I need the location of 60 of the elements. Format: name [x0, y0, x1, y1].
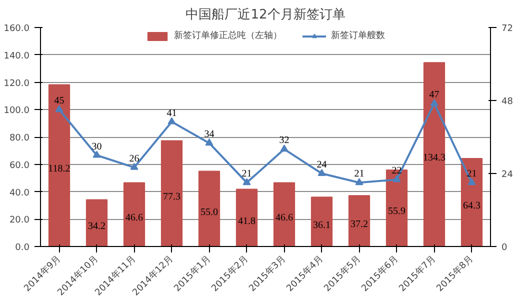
data-label: 26	[129, 153, 140, 164]
data-label: 37.2	[350, 219, 368, 230]
point	[430, 99, 438, 106]
data-label: 118.2	[48, 164, 70, 175]
data-label: 46.6	[276, 212, 293, 224]
y-tick-label: 40.0	[9, 188, 30, 198]
y-tick-label: 20.0	[9, 216, 30, 226]
data-label: 21	[242, 168, 252, 180]
data-label: 55.9	[388, 206, 406, 218]
data-label: 32	[279, 135, 290, 146]
data-label: 36.1	[313, 220, 330, 231]
bar	[198, 170, 220, 246]
y-tick-label: 80.0	[9, 134, 30, 144]
point	[205, 138, 214, 146]
y-tick-label: 100.0	[4, 106, 30, 116]
y2-tick-label: 24	[502, 170, 514, 180]
chart-title: 中国船厂近12个月新签订单	[186, 8, 346, 22]
data-label: 34	[204, 129, 214, 140]
y2-tick-label: 48	[502, 97, 514, 107]
data-label: 21	[354, 168, 364, 180]
point	[130, 162, 138, 170]
point	[318, 168, 326, 176]
point	[468, 178, 476, 186]
y-tick-label: 120.0	[4, 78, 30, 89]
y-tick-label: 60.0	[9, 160, 30, 171]
data-label: 41.8	[238, 216, 256, 227]
data-label: 55.0	[200, 206, 218, 218]
y-tick-label: 0.0	[15, 243, 30, 253]
point	[92, 150, 101, 158]
point	[242, 178, 251, 186]
data-label: 24	[316, 160, 327, 170]
data-label: 47	[429, 90, 440, 101]
bar	[423, 62, 446, 246]
data-label: 46.6	[126, 212, 143, 224]
bar	[273, 182, 296, 246]
y-tick-label: 160.0	[4, 24, 30, 34]
point	[392, 175, 401, 182]
data-label: 77.3	[163, 192, 180, 203]
data-label: 45	[54, 96, 64, 107]
data-label: 64.3	[463, 200, 480, 212]
bar	[310, 196, 333, 246]
bar	[236, 188, 258, 246]
y2-tick-label: 72	[502, 24, 513, 34]
y2-tick-label: 0	[502, 243, 508, 253]
data-label: 30	[92, 141, 102, 152]
legend-label: 新签订单艘数	[331, 30, 385, 42]
point	[280, 144, 288, 152]
data-label: 41	[166, 108, 177, 119]
point	[355, 178, 364, 186]
bar	[348, 195, 370, 246]
y-tick-label: 140.0	[4, 51, 30, 62]
bar	[48, 84, 70, 246]
data-label: 34.2	[88, 221, 106, 232]
bar	[86, 199, 108, 246]
point	[168, 117, 176, 124]
bar	[460, 158, 483, 246]
legend-label: 新签订单修正总吨（左轴）	[174, 30, 282, 42]
bar	[160, 140, 183, 246]
bar	[123, 182, 146, 246]
point	[55, 105, 64, 112]
